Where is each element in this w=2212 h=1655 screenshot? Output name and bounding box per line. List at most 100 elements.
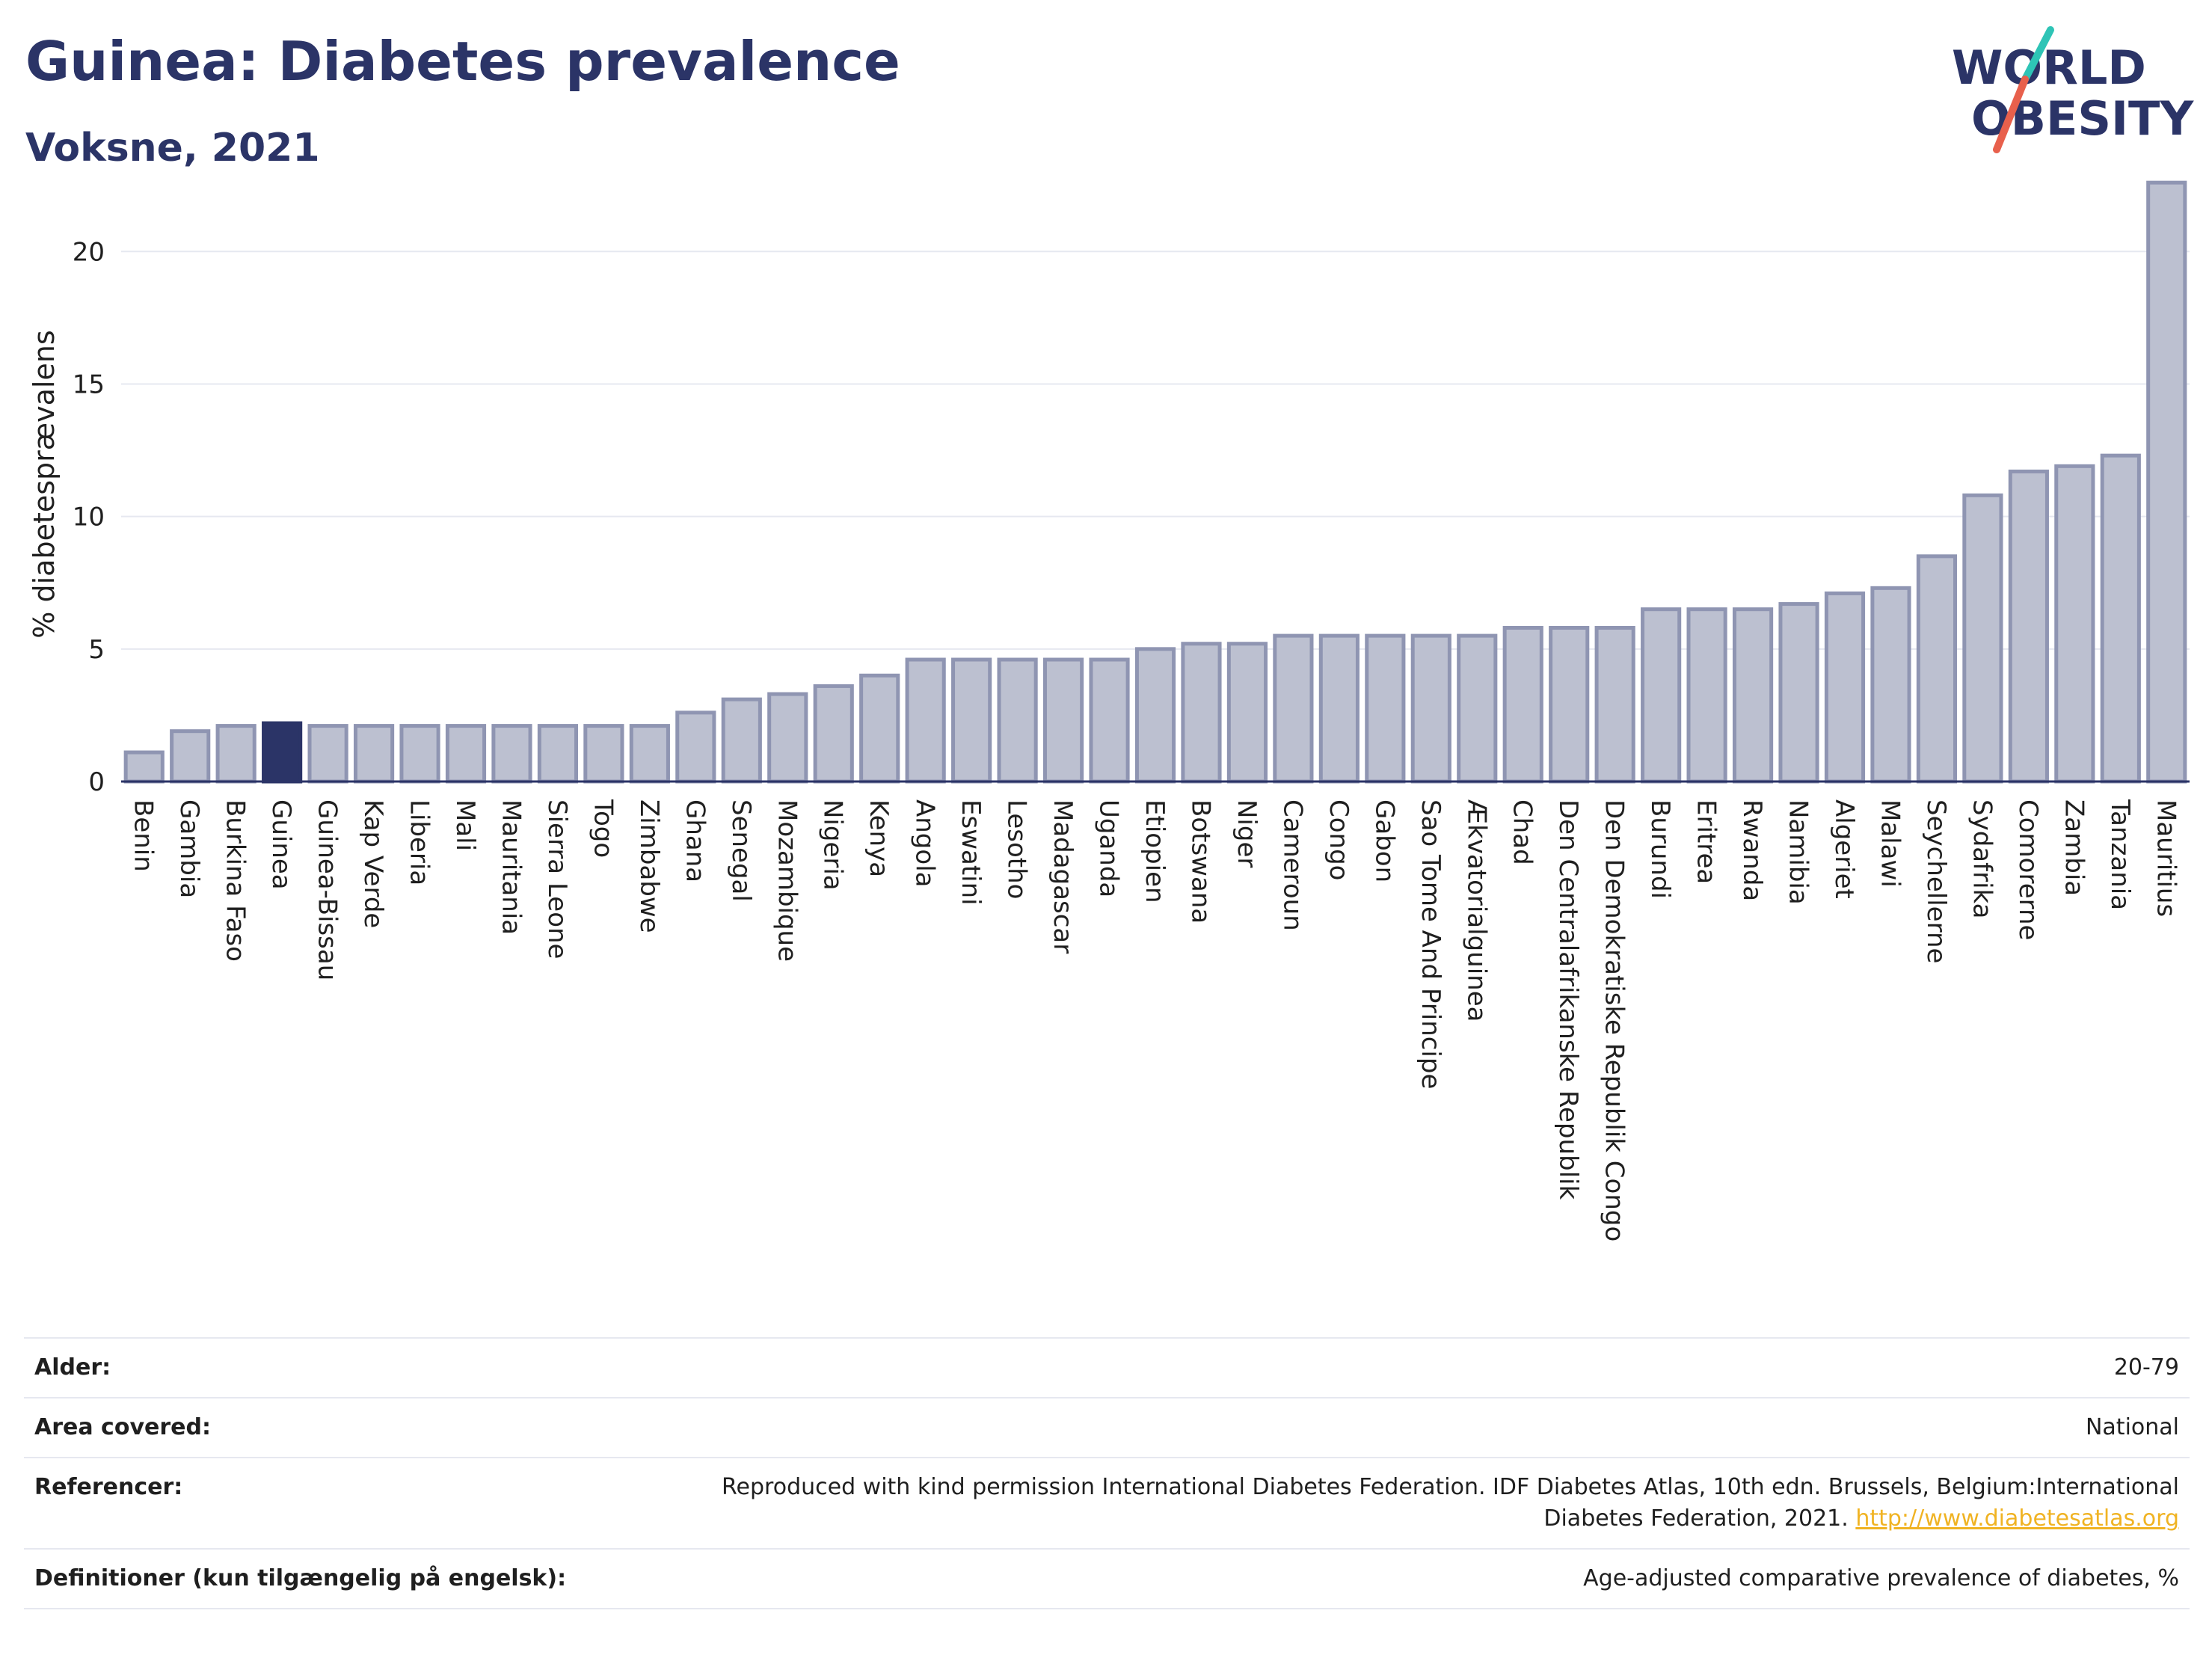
meta-value-definitions: Age-adjusted comparative prevalence of d… (643, 1548, 2190, 1609)
x-tick-label: Eritrea (1692, 799, 1721, 884)
bar-mauritania[interactable] (491, 724, 532, 784)
bar-etiopien[interactable] (1134, 647, 1176, 784)
x-tick-label: Mali (450, 799, 480, 851)
meta-value-age: 20-79 (643, 1337, 2190, 1398)
bar-sydafrika[interactable] (1962, 493, 2003, 784)
bar-guinea-bissau[interactable] (307, 724, 348, 784)
bar-senegal[interactable] (721, 697, 762, 784)
tick-labels: 0 5 10 15 20 Benin Gambia Burkina Faso Guinea Gui… (28, 237, 2181, 1241)
x-tick-label: Benin (129, 799, 159, 872)
bar-sierra-leone[interactable] (537, 724, 579, 784)
y-tick-label: 10 (73, 503, 105, 532)
x-tick-label: Comorerne (2013, 799, 2043, 940)
meta-row-definitions: Definitioner (kun tilgængelig på engelsk… (24, 1548, 2190, 1609)
bar-burundi[interactable] (1641, 607, 1682, 784)
bar-zimbabwe[interactable] (629, 724, 670, 784)
x-tick-label: Gabon (1369, 799, 1399, 882)
x-tick-label: Eswatini (956, 799, 986, 906)
bar-tanzania[interactable] (2100, 453, 2141, 784)
reference-link[interactable]: http://www.diabetesatlas.org (1855, 1505, 2179, 1532)
x-tick-label: Burkina Faso (221, 799, 251, 962)
bar-chart: 0 5 10 15 20 Benin Gambia Burkina Faso Guinea Gui… (28, 180, 2190, 1241)
x-tick-label: Uganda (1094, 799, 1124, 897)
bar-benin[interactable] (123, 750, 165, 784)
bar-burkina-faso[interactable] (215, 724, 256, 784)
x-tick-label: Sierra Leone (542, 799, 572, 959)
bar-mali[interactable] (445, 724, 487, 784)
meta-row-age: Alder: 20-79 (24, 1337, 2190, 1398)
bar-kap-verde[interactable] (353, 724, 395, 784)
bar-eswatini[interactable] (951, 657, 992, 784)
reference-text: Reproduced with kind permission Internat… (722, 1474, 2179, 1500)
bar-mauritius[interactable] (2146, 180, 2187, 784)
x-tick-label: Sao Tome And Principe (1416, 799, 1446, 1089)
x-tick-label: Lesotho (1002, 799, 1032, 899)
x-tick-label: Ækvatorialguinea (1461, 799, 1491, 1022)
bar-seychellerne[interactable] (1916, 554, 1958, 784)
bar-niger[interactable] (1226, 642, 1268, 784)
y-axis-label: % diabetesprævalens (28, 330, 61, 638)
x-tick-label: Burundi (1645, 799, 1675, 899)
bar-den-demokratiske-republik-congo[interactable] (1594, 625, 1635, 784)
x-tick-label: Senegal (726, 799, 756, 902)
bar-uganda[interactable] (1089, 657, 1130, 784)
chart-title: Guinea: Diabetes prevalence (25, 30, 900, 93)
bar-eritrea[interactable] (1686, 607, 1727, 784)
bar-gabon[interactable] (1365, 633, 1406, 784)
meta-key-age: Alder: (24, 1337, 643, 1398)
bar-malawi[interactable] (1870, 586, 1911, 784)
x-tick-label: Rwanda (1737, 799, 1767, 901)
metadata-table: Alder: 20-79 Area covered: National Refe… (24, 1337, 2190, 1609)
y-tick-label: 0 (88, 767, 105, 797)
x-tick-label: Den Demokratiske Republik Congo (1600, 799, 1629, 1241)
x-tick-label: Liberia (405, 799, 434, 885)
world-obesity-logo: WORLD OBESITY (1952, 26, 2194, 153)
bar-ækvatorialguinea[interactable] (1457, 633, 1498, 784)
x-tick-label: Togo (588, 799, 618, 858)
bar-rwanda[interactable] (1732, 607, 1774, 784)
x-tick-label: Guinea-Bissau (313, 799, 342, 980)
bar-gambia[interactable] (170, 729, 211, 784)
logo-slash-teal (2021, 26, 2054, 83)
bar-kenya[interactable] (859, 673, 900, 784)
x-tick-label: Ghana (680, 799, 710, 882)
bar-ghana[interactable] (675, 710, 716, 784)
x-tick-label: Guinea (266, 799, 296, 890)
x-tick-label: Seychellerne (1921, 799, 1951, 963)
bar-zambia[interactable] (2054, 464, 2095, 784)
x-tick-label: Mozambique (772, 799, 802, 962)
x-tick-label: Kap Verde (358, 799, 388, 928)
x-tick-label: Madagascar (1048, 799, 1078, 954)
x-tick-label: Zimbabwe (634, 799, 664, 933)
bar-nigeria[interactable] (813, 684, 854, 784)
bar-guinea[interactable] (262, 721, 303, 784)
y-tick-label: 5 (88, 635, 105, 665)
logo-slash-red (1993, 76, 2029, 153)
bar-congo[interactable] (1318, 633, 1360, 784)
bar-liberia[interactable] (399, 724, 440, 784)
x-tick-label: Namibia (1784, 799, 1813, 905)
bar-angola[interactable] (905, 657, 946, 784)
bar-comorerne[interactable] (2008, 469, 2049, 784)
meta-row-references: Referencer: Reproduced with kind permiss… (24, 1457, 2190, 1550)
x-tick-label: Zambia (2059, 799, 2089, 896)
bar-botswana[interactable] (1181, 642, 1222, 784)
bar-namibia[interactable] (1778, 602, 1819, 784)
bar-cameroun[interactable] (1273, 633, 1314, 784)
bar-lesotho[interactable] (997, 657, 1038, 784)
bar-chad[interactable] (1502, 625, 1543, 784)
x-tick-label: Mauritius (2151, 799, 2181, 917)
x-tick-label: Sydafrika (1967, 799, 1997, 918)
x-tick-label: Nigeria (818, 799, 848, 891)
bar-den-centralafrikanske-republik[interactable] (1549, 625, 1590, 784)
x-tick-label: Angola (910, 799, 940, 887)
bar-algeriet[interactable] (1824, 591, 1866, 784)
bar-sao-tome-and-principe[interactable] (1410, 633, 1451, 784)
bar-madagascar[interactable] (1042, 657, 1084, 784)
reference-text-2: Diabetes Federation, 2021. (1543, 1505, 1849, 1532)
meta-value-area: National (643, 1397, 2190, 1458)
bar-togo[interactable] (583, 724, 624, 784)
bar-mozambique[interactable] (767, 692, 808, 784)
meta-key-references: Referencer: (24, 1457, 643, 1550)
x-tick-label: Malawi (1875, 799, 1905, 888)
